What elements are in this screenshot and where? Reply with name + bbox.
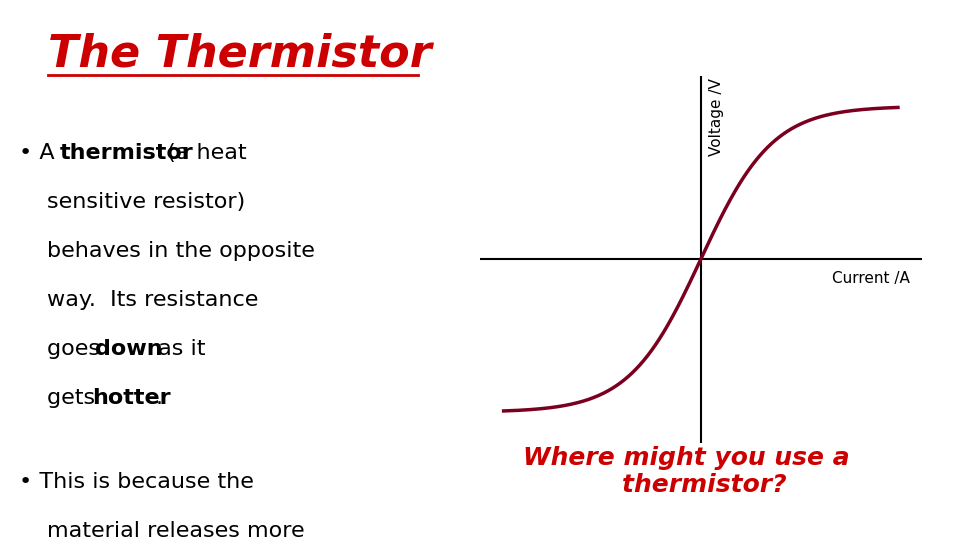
Text: way.  Its resistance: way. Its resistance	[47, 290, 258, 310]
Text: thermistor: thermistor	[60, 143, 194, 163]
Text: (a heat: (a heat	[159, 143, 247, 163]
Text: • A: • A	[19, 143, 62, 163]
Text: as it: as it	[151, 339, 205, 359]
Text: Voltage /V: Voltage /V	[708, 78, 724, 156]
Text: Current /A: Current /A	[832, 272, 910, 286]
Text: sensitive resistor): sensitive resistor)	[47, 192, 245, 212]
Text: down: down	[95, 339, 163, 359]
Text: gets: gets	[47, 388, 102, 408]
Text: .: .	[156, 388, 162, 408]
Text: material releases more: material releases more	[47, 521, 304, 540]
Text: hotter: hotter	[92, 388, 171, 408]
Text: behaves in the opposite: behaves in the opposite	[47, 241, 315, 261]
Text: The Thermistor: The Thermistor	[48, 32, 432, 76]
Text: Where might you use a
    thermistor?: Where might you use a thermistor?	[523, 446, 850, 497]
Text: • This is because the: • This is because the	[19, 472, 254, 492]
Text: goes: goes	[47, 339, 107, 359]
